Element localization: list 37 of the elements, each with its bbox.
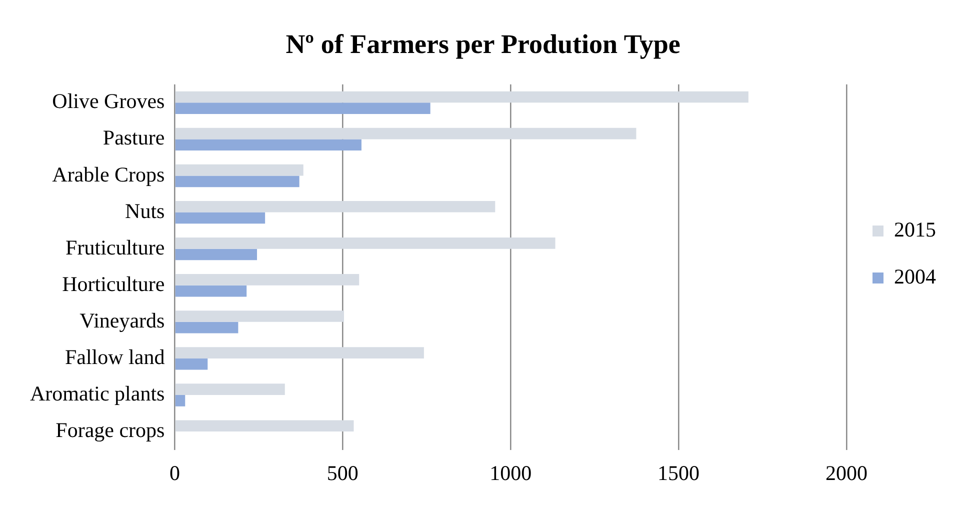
legend-label: 2004 <box>894 264 936 289</box>
bar <box>175 420 354 432</box>
y-tick-label: Nuts <box>125 198 165 223</box>
y-tick-label: Fruticulture <box>66 235 165 260</box>
bar <box>175 164 304 176</box>
chart-title: Nº of Farmers per Prodution Type <box>286 29 680 60</box>
y-tick-label: Arable Crops <box>52 162 165 186</box>
bar <box>175 176 300 188</box>
bar <box>175 200 496 212</box>
bar <box>175 139 362 151</box>
bar <box>175 394 186 406</box>
x-tick-label: 2000 <box>826 460 868 485</box>
y-tick-label: Vineyards <box>80 308 165 332</box>
y-tick-label: Fallow land <box>64 344 166 369</box>
bar <box>175 248 258 260</box>
x-tick-label: 1000 <box>490 460 532 485</box>
bar <box>175 212 266 224</box>
x-tick-label: 0 <box>169 460 180 485</box>
bar <box>175 128 636 140</box>
legend-label: 2015 <box>894 218 936 242</box>
bar <box>175 310 344 322</box>
bar <box>175 285 247 297</box>
bar <box>175 322 238 334</box>
x-tick-label: 500 <box>326 460 358 485</box>
x-tick-label: 1500 <box>658 460 700 485</box>
bar <box>175 274 360 286</box>
y-tick-label: Olive Groves <box>52 89 165 114</box>
y-tick-label: Pasture <box>102 126 165 150</box>
y-tick-label: Forage crops <box>56 418 165 442</box>
bar <box>175 358 208 370</box>
bar <box>175 238 556 249</box>
y-tick-label: Aromatic plants <box>30 382 165 406</box>
bar <box>175 384 285 395</box>
bar <box>175 91 748 103</box>
y-tick-label: Horticulture <box>62 272 165 296</box>
bar <box>175 102 430 114</box>
bar <box>175 347 424 358</box>
